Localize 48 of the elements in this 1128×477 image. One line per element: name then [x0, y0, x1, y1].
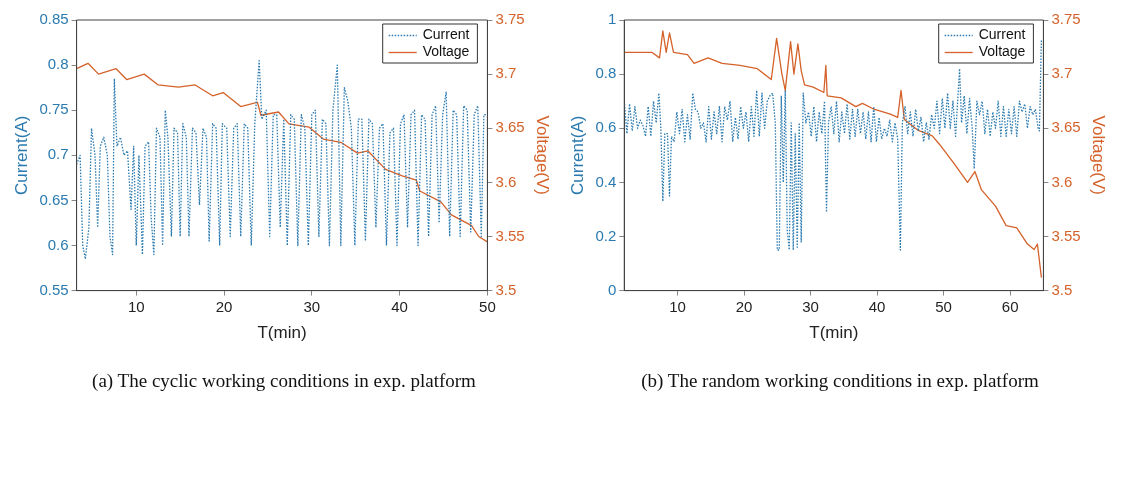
x-tick-label: 50: [479, 297, 496, 315]
y2-tick-label: 3.75: [1051, 10, 1081, 28]
y2-tick-label: 3.55: [495, 226, 525, 244]
y-axis-title: Current(A): [567, 115, 587, 195]
legend-label: Voltage: [422, 43, 470, 60]
x-axis-title: T(min): [809, 323, 859, 343]
y2-axis-title: Voltage(V): [533, 115, 553, 195]
y2-tick-label: 3.7: [1051, 64, 1073, 82]
y2-tick-label: 3.6: [1051, 172, 1073, 190]
y-tick-label: 0.2: [595, 226, 617, 244]
x-tick-label: 30: [802, 297, 819, 315]
x-tick-label: 10: [669, 297, 686, 315]
legend-label: Current: [978, 26, 1026, 43]
x-tick-label: 40: [391, 297, 408, 315]
legend-label: Current: [422, 26, 470, 43]
y-tick-label: 0.85: [39, 10, 69, 28]
y-tick-label: 0.55: [39, 280, 69, 298]
x-tick-label: 10: [127, 297, 145, 315]
y-tick-label: 0.8: [47, 55, 69, 73]
y2-axis-title: Voltage(V): [1089, 115, 1109, 195]
y-tick-label: 0.6: [47, 235, 69, 253]
y-tick-label: 0: [607, 280, 617, 298]
y2-tick-label: 3.65: [495, 118, 525, 136]
y-tick-label: 1: [607, 10, 617, 28]
y-tick-label: 0.8: [595, 64, 617, 82]
y-tick-label: 0.7: [47, 145, 69, 163]
x-tick-label: 20: [735, 297, 753, 315]
x-tick-label: 60: [1001, 297, 1019, 315]
y2-tick-label: 3.5: [1051, 280, 1073, 298]
y-tick-label: 0.6: [595, 118, 617, 136]
y-tick-label: 0.75: [39, 100, 69, 118]
y2-tick-label: 3.6: [495, 172, 517, 190]
x-tick-label: 30: [303, 297, 321, 315]
x-axis-title: T(min): [257, 323, 307, 343]
legend-label: Voltage: [978, 43, 1026, 60]
x-tick-label: 50: [935, 297, 952, 315]
y-tick-label: 0.65: [39, 190, 69, 208]
y2-tick-label: 3.65: [1051, 118, 1081, 136]
y2-tick-label: 3.5: [495, 280, 517, 298]
text: (a) The cyclic working conditions in exp. platform: [92, 370, 476, 392]
x-tick-label: 40: [868, 297, 886, 315]
text: (b) The random working conditions in exp. platform: [641, 370, 1039, 392]
y2-tick-label: 3.7: [495, 64, 517, 82]
x-tick-label: 20: [215, 297, 233, 315]
y-axis-title: Current(A): [11, 115, 31, 195]
y2-tick-label: 3.55: [1051, 226, 1081, 244]
y2-tick-label: 3.75: [495, 10, 525, 28]
y-tick-label: 0.4: [595, 172, 617, 190]
